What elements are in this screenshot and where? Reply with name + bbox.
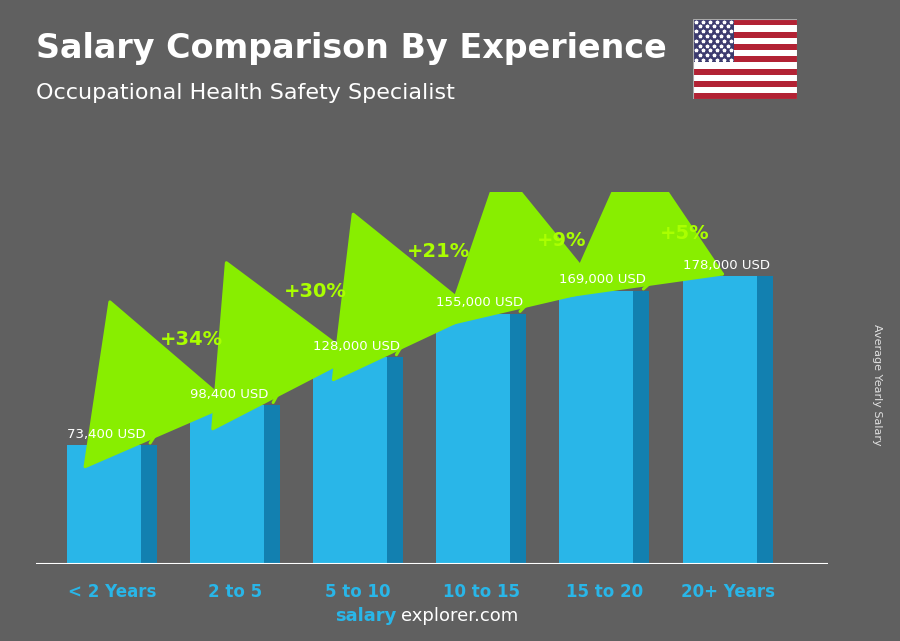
Bar bbox=[693, 69, 796, 75]
FancyArrowPatch shape bbox=[86, 302, 230, 467]
Text: +21%: +21% bbox=[407, 242, 470, 262]
Polygon shape bbox=[264, 405, 280, 564]
Text: 155,000 USD: 155,000 USD bbox=[436, 296, 524, 309]
Polygon shape bbox=[387, 357, 403, 564]
Text: explorer.com: explorer.com bbox=[400, 607, 518, 625]
Text: +5%: +5% bbox=[660, 224, 709, 243]
Text: 169,000 USD: 169,000 USD bbox=[560, 274, 646, 287]
Polygon shape bbox=[757, 276, 772, 564]
Bar bbox=[67, 445, 140, 564]
Text: 2 to 5: 2 to 5 bbox=[208, 583, 262, 601]
Polygon shape bbox=[140, 445, 157, 564]
Bar bbox=[693, 44, 796, 50]
FancyArrowPatch shape bbox=[446, 167, 599, 325]
Text: 128,000 USD: 128,000 USD bbox=[313, 340, 400, 353]
Bar bbox=[693, 38, 796, 44]
FancyArrowPatch shape bbox=[212, 263, 353, 429]
Text: Average Yearly Salary: Average Yearly Salary bbox=[872, 324, 883, 445]
Bar bbox=[693, 62, 796, 69]
Bar bbox=[693, 50, 796, 56]
Bar bbox=[436, 313, 510, 564]
Bar bbox=[693, 31, 796, 38]
Bar bbox=[693, 19, 796, 26]
FancyArrowPatch shape bbox=[333, 214, 476, 379]
Text: +34%: +34% bbox=[160, 330, 223, 349]
Bar bbox=[560, 291, 634, 564]
Text: 178,000 USD: 178,000 USD bbox=[683, 259, 770, 272]
Bar bbox=[693, 87, 796, 93]
Text: 98,400 USD: 98,400 USD bbox=[190, 388, 268, 401]
Bar bbox=[693, 26, 796, 31]
Bar bbox=[683, 276, 757, 564]
Bar bbox=[313, 357, 387, 564]
Text: Occupational Health Safety Specialist: Occupational Health Safety Specialist bbox=[36, 83, 454, 103]
Text: 10 to 15: 10 to 15 bbox=[443, 583, 520, 601]
Text: 15 to 20: 15 to 20 bbox=[566, 583, 643, 601]
Text: 5 to 10: 5 to 10 bbox=[325, 583, 391, 601]
FancyArrowPatch shape bbox=[567, 144, 723, 296]
Text: +30%: +30% bbox=[284, 283, 346, 301]
Bar bbox=[693, 81, 796, 87]
Bar bbox=[693, 93, 796, 99]
Polygon shape bbox=[634, 291, 650, 564]
Text: 20+ Years: 20+ Years bbox=[680, 583, 775, 601]
Bar bbox=[190, 405, 264, 564]
Text: Salary Comparison By Experience: Salary Comparison By Experience bbox=[36, 32, 667, 65]
Polygon shape bbox=[510, 313, 526, 564]
Text: salary: salary bbox=[335, 607, 396, 625]
Bar bbox=[693, 56, 796, 62]
Text: < 2 Years: < 2 Years bbox=[68, 583, 156, 601]
Text: +9%: +9% bbox=[536, 231, 586, 250]
Bar bbox=[693, 19, 734, 62]
Bar bbox=[693, 75, 796, 81]
Text: 73,400 USD: 73,400 USD bbox=[67, 428, 146, 441]
